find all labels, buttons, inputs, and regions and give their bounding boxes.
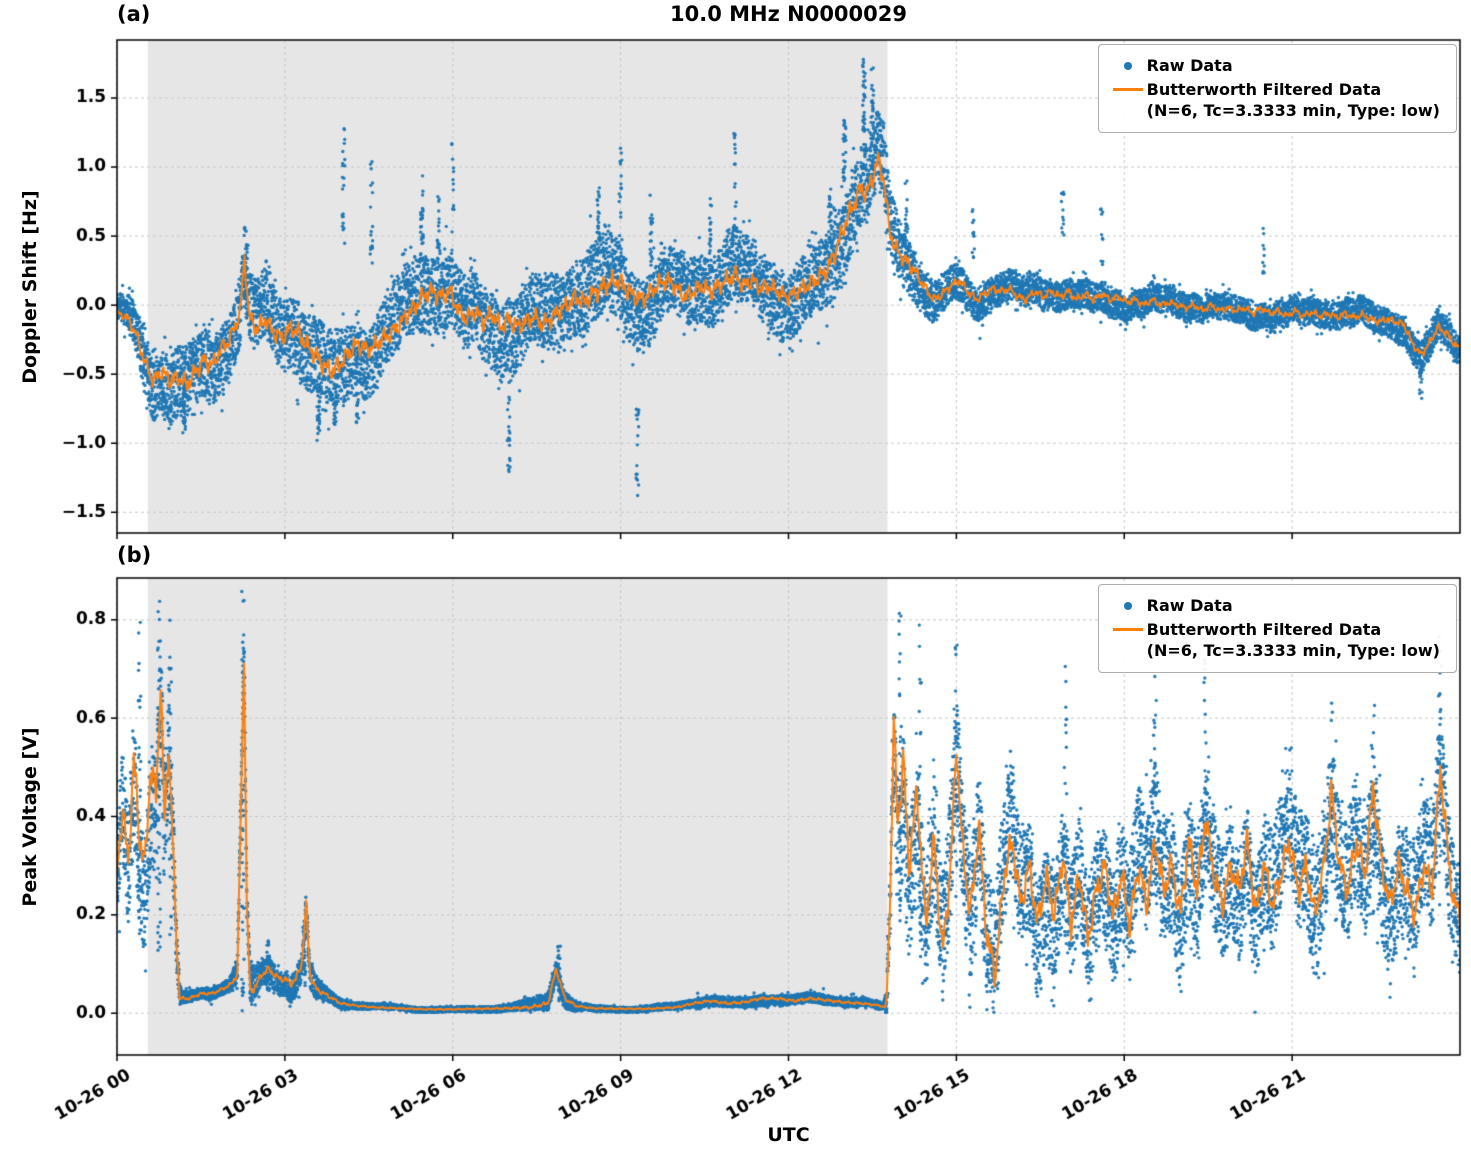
filtered-line-icon — [1109, 79, 1147, 91]
legend-filtered-row: Butterworth Filtered Data (N=6, Tc=3.333… — [1109, 79, 1440, 122]
panel-b-label: (b) — [117, 543, 152, 567]
raw-data-dot-icon — [1109, 55, 1147, 70]
legend-filtered-line2: (N=6, Tc=3.3333 min, Type: low) — [1146, 101, 1440, 121]
legend-panel-b: Raw Data Butterworth Filtered Data (N=6,… — [1097, 584, 1457, 673]
legend-panel-a: Raw Data Butterworth Filtered Data (N=6,… — [1097, 44, 1457, 133]
panel-a-ylabel: Doppler Shift [Hz] — [19, 190, 41, 384]
legend-raw-label: Raw Data — [1146, 56, 1233, 75]
filtered-line-icon — [1109, 619, 1147, 631]
panel-a-label: (a) — [117, 2, 151, 26]
legend-filtered-label: Butterworth Filtered Data (N=6, Tc=3.333… — [1147, 79, 1440, 122]
legend-raw-label: Raw Data — [1146, 596, 1233, 615]
chart-title: 10.0 MHz N0000029 — [670, 2, 907, 26]
legend-filtered-line2: (N=6, Tc=3.3333 min, Type: low) — [1146, 641, 1440, 661]
legend-filtered-label: Butterworth Filtered Data (N=6, Tc=3.333… — [1147, 619, 1440, 662]
x-axis-label: UTC — [767, 1124, 810, 1146]
legend-raw-row: Raw Data — [1109, 595, 1440, 617]
legend-filtered-line1: Butterworth Filtered Data — [1146, 619, 1382, 639]
legend-filtered-row: Butterworth Filtered Data (N=6, Tc=3.333… — [1109, 619, 1440, 662]
panel-b-ylabel: Peak Voltage [V] — [19, 727, 41, 907]
raw-data-dot-icon — [1109, 595, 1147, 610]
legend-raw-row: Raw Data — [1109, 55, 1440, 77]
legend-filtered-line1: Butterworth Filtered Data — [1146, 79, 1382, 99]
